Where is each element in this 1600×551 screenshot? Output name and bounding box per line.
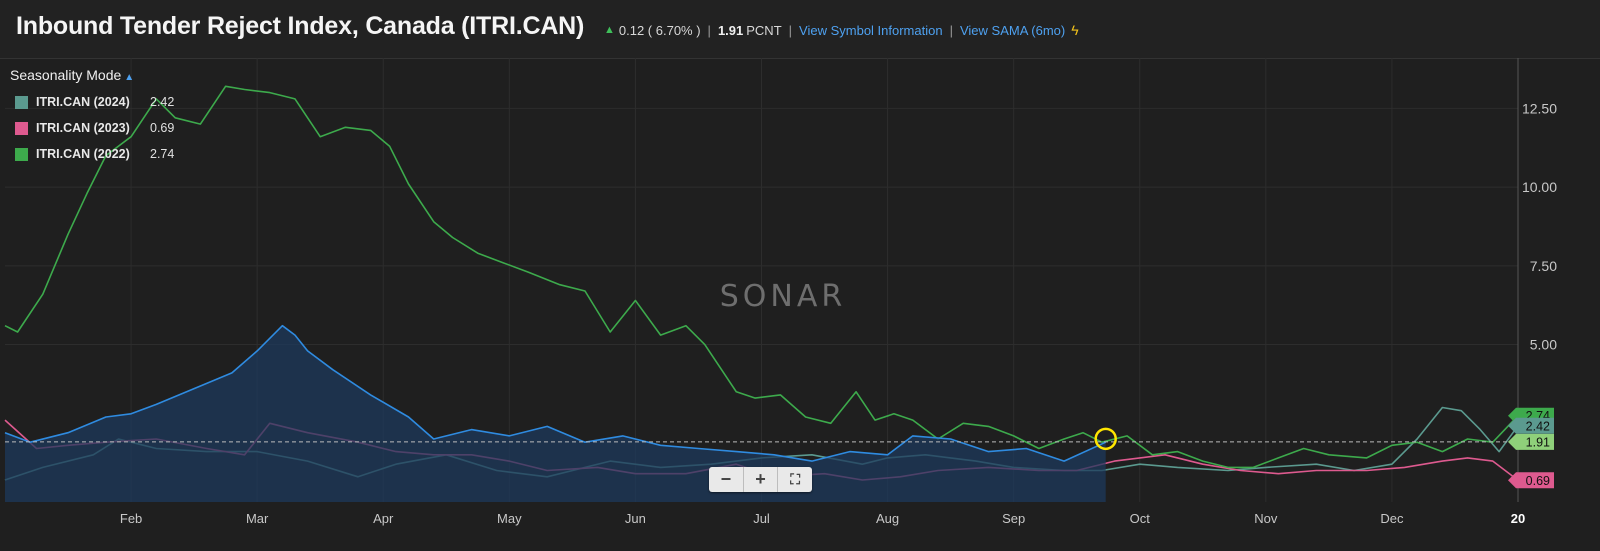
divider: | — [949, 22, 953, 38]
fit-to-screen-button[interactable]: ⛶ — [790, 471, 801, 487]
sama-bolt-icon[interactable]: ϟ — [1071, 22, 1079, 38]
series-area-current — [5, 325, 1106, 502]
sonar-watermark: SONAR — [720, 279, 846, 314]
page-title: Inbound Tender Reject Index, Canada (ITR… — [16, 12, 585, 40]
x-tick-label: Sep — [1002, 511, 1025, 526]
x-tick-label: May — [497, 511, 522, 526]
series-line-2022 — [4, 85, 1519, 469]
view-sama-link[interactable]: View SAMA (6mo) — [959, 22, 1066, 38]
view-symbol-info-link[interactable]: View Symbol Information — [799, 22, 943, 38]
y-tick-label: 5.00 — [1530, 337, 1557, 353]
legend-item-2022[interactable]: ITRI.CAN (2022) 2.74 — [10, 141, 174, 167]
header-stats: ▲ 0.12 ( 6.70% ) | 1.91 PCNT | View Symb… — [604, 22, 1079, 38]
x-tick-label: Oct — [1130, 511, 1151, 526]
divider: | — [788, 22, 793, 38]
end-value-label: 1.91 — [1526, 435, 1550, 449]
legend-swatch — [15, 147, 28, 161]
legend-value: 2.74 — [150, 147, 175, 161]
legend-value: 0.69 — [150, 121, 175, 135]
change-value: 0.12 ( 6.70% ) — [618, 22, 701, 38]
x-tick-label: Aug — [876, 511, 899, 526]
x-tick-label: Feb — [120, 511, 142, 526]
end-value-badge — [1508, 417, 1554, 434]
chevron-up-icon: ▲ — [124, 72, 135, 83]
x-tick-label: Mar — [246, 511, 269, 526]
up-arrow-icon: ▲ — [604, 24, 615, 36]
end-value-badge — [1508, 472, 1554, 489]
x-tick-label: Nov — [1254, 511, 1278, 526]
legend: Seasonality Mode ▲ ITRI.CAN (2024) 2.42 I… — [10, 67, 174, 167]
current-value: 1.91 — [717, 22, 744, 38]
legend-name: ITRI.CAN (2023) — [36, 121, 130, 135]
series-line-current — [4, 324, 1107, 462]
zoom-controls: − + ⛶ — [709, 467, 812, 492]
legend-item-2023[interactable]: ITRI.CAN (2023) 0.69 — [10, 115, 174, 141]
x-tick-label: Jul — [753, 511, 770, 526]
legend-item-2024[interactable]: ITRI.CAN (2024) 2.42 — [10, 89, 174, 115]
x-tick-label: 20 — [1511, 511, 1525, 526]
zoom-in-button[interactable]: + — [744, 467, 779, 492]
legend-swatch — [15, 121, 28, 135]
legend-name: ITRI.CAN (2022) — [36, 147, 130, 161]
seasonality-mode-label: Seasonality Mode — [10, 67, 122, 83]
legend-name: ITRI.CAN (2024) — [36, 95, 130, 109]
current-date-marker — [1094, 427, 1117, 451]
unit-label: PCNT — [746, 22, 782, 38]
end-value-label: 2.42 — [1526, 419, 1550, 433]
end-value-label: 0.69 — [1526, 474, 1550, 488]
x-tick-label: Dec — [1380, 511, 1404, 526]
legend-swatch — [15, 95, 28, 109]
divider: | — [707, 22, 711, 38]
x-tick-label: Apr — [373, 511, 394, 526]
chart-header: Inbound Tender Reject Index, Canada (ITR… — [0, 0, 1600, 59]
legend-value: 2.42 — [150, 95, 175, 109]
y-tick-label: 12.50 — [1522, 100, 1557, 116]
y-tick-label: 7.50 — [1530, 258, 1557, 274]
end-value-badge — [1508, 433, 1554, 450]
x-tick-label: Jun — [625, 511, 646, 526]
zoom-out-button[interactable]: − — [709, 467, 744, 492]
seasonality-mode-toggle[interactable]: Seasonality Mode ▲ — [10, 67, 174, 83]
y-tick-label: 10.00 — [1522, 179, 1557, 195]
